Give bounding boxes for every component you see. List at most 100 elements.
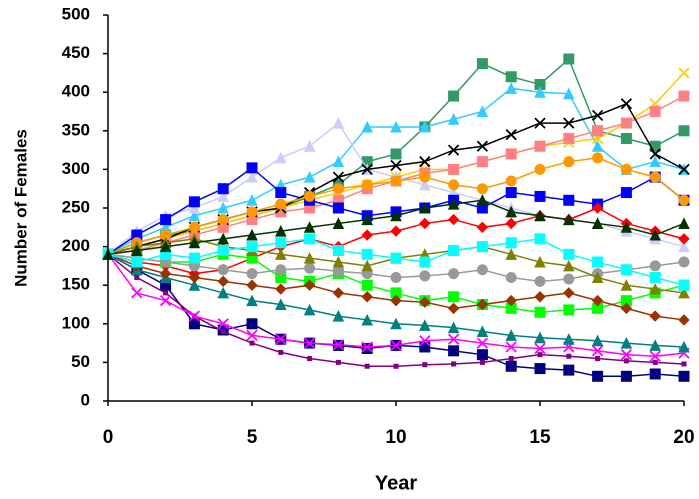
marker (447, 213, 460, 226)
marker (591, 345, 604, 357)
marker (649, 350, 661, 362)
marker (418, 178, 431, 191)
marker (678, 240, 690, 253)
marker (534, 255, 546, 268)
marker (505, 82, 518, 94)
marker (419, 256, 431, 268)
x-tick-label: 5 (247, 427, 258, 448)
marker (649, 148, 661, 160)
marker (332, 171, 345, 183)
marker (476, 183, 488, 195)
marker (390, 209, 402, 222)
marker (278, 349, 284, 355)
marker (217, 275, 229, 288)
marker (505, 148, 517, 160)
marker (448, 268, 460, 280)
marker (678, 233, 690, 245)
marker (563, 117, 575, 129)
marker (303, 279, 316, 291)
marker (131, 287, 143, 299)
marker (534, 117, 546, 129)
marker (534, 306, 546, 318)
marker (534, 163, 546, 175)
marker (649, 271, 661, 283)
marker (217, 286, 230, 299)
marker (534, 86, 546, 98)
marker (505, 248, 518, 260)
marker (620, 349, 633, 361)
marker (592, 370, 604, 382)
marker (505, 129, 517, 141)
marker (303, 303, 316, 316)
marker (361, 229, 373, 241)
y-tick-label: 300 (62, 159, 90, 178)
marker (620, 279, 633, 291)
marker (591, 271, 604, 283)
marker (188, 201, 201, 214)
marker (188, 196, 200, 208)
marker (390, 175, 402, 187)
marker (476, 349, 488, 361)
marker (275, 237, 287, 249)
y-tick-label: 500 (62, 4, 90, 23)
marker (505, 341, 517, 353)
marker (562, 213, 575, 226)
marker (188, 252, 200, 264)
marker (562, 87, 575, 100)
marker (505, 271, 517, 283)
marker (364, 363, 370, 369)
marker (188, 209, 201, 222)
marker (591, 334, 604, 347)
x-axis-label: Year (375, 472, 417, 494)
marker (448, 90, 460, 102)
marker (476, 156, 488, 168)
marker (332, 265, 344, 277)
marker (620, 187, 632, 199)
marker (620, 264, 632, 276)
marker (217, 214, 229, 226)
marker (505, 360, 517, 372)
marker (217, 318, 229, 330)
marker (390, 252, 402, 264)
marker (361, 313, 374, 326)
marker (678, 217, 690, 229)
marker (649, 282, 662, 295)
marker (620, 221, 633, 233)
marker (332, 116, 345, 129)
marker (390, 120, 402, 133)
marker (537, 352, 543, 358)
marker (649, 339, 662, 351)
marker (620, 163, 632, 175)
marker (419, 270, 431, 282)
marker (479, 359, 485, 365)
marker (332, 339, 345, 351)
marker (448, 163, 460, 175)
marker (476, 58, 488, 70)
marker (275, 333, 287, 345)
marker (188, 236, 201, 249)
marker (390, 225, 402, 237)
marker (246, 329, 258, 342)
marker (476, 264, 488, 276)
marker (304, 190, 316, 202)
marker (422, 362, 428, 368)
marker (274, 298, 287, 310)
marker (591, 217, 604, 229)
marker (678, 194, 690, 206)
marker (130, 244, 143, 256)
marker (563, 53, 575, 65)
marker (304, 233, 316, 245)
marker (534, 233, 546, 245)
marker (678, 340, 690, 353)
marker (390, 271, 402, 283)
marker (649, 310, 661, 322)
y-tick-label: 350 (62, 120, 90, 139)
marker (361, 279, 373, 291)
marker (678, 125, 690, 137)
marker (275, 187, 287, 199)
marker (332, 183, 344, 195)
marker (591, 202, 604, 214)
marker (303, 221, 316, 233)
marker (246, 228, 258, 241)
marker (534, 140, 546, 152)
